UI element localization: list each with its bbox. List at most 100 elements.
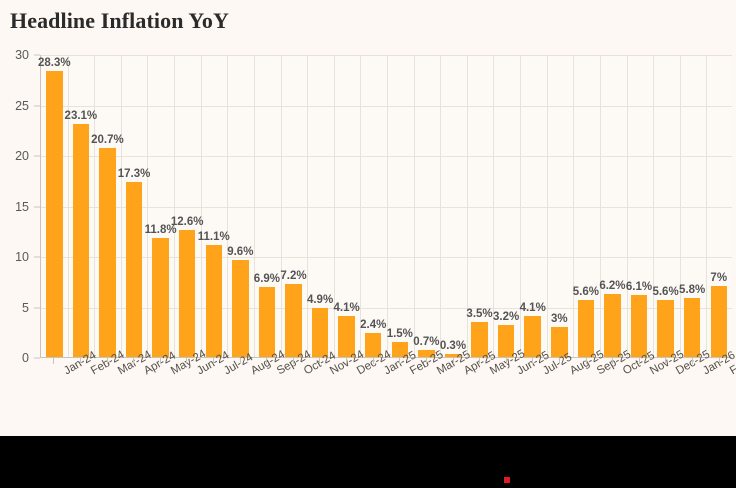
bar-cell[interactable]: 3.5% (466, 55, 493, 357)
x-axis-tick-mark (559, 358, 560, 364)
bar-cell[interactable]: 5.6% (573, 55, 600, 357)
x-axis-tick-label: Sep-24 (275, 348, 314, 378)
bar-value-label: 6.9% (253, 273, 281, 286)
x-axis-tick-label: Nov-25 (647, 348, 686, 378)
bar-cell[interactable]: 5.8% (679, 55, 706, 357)
bar-cell[interactable]: 17.3% (118, 55, 150, 357)
vertical-gridline (254, 55, 255, 357)
x-axis-tick-mark (160, 358, 161, 364)
bar-cell[interactable]: 4.1% (519, 55, 546, 357)
x-axis-tick-mark (213, 358, 214, 364)
bar[interactable] (524, 315, 541, 357)
bar[interactable] (99, 147, 116, 357)
x-axis-tick-mark (426, 358, 427, 364)
bar[interactable] (46, 71, 63, 357)
bar[interactable] (497, 324, 515, 357)
x-axis-tick-mark (107, 358, 108, 364)
x-axis-tick-label: Oct-24 (302, 350, 338, 378)
vertical-gridline (547, 55, 548, 357)
bar[interactable] (285, 284, 302, 357)
y-axis-tick-mark (34, 206, 40, 207)
bar-value-label: 3.2% (493, 310, 520, 323)
chart-plot-wrapper: 0 5 10 15 20 25 30 28.3% 23.1% 20.7% 17.3% 11.8% 12… (0, 48, 736, 377)
bottom-black-band (0, 436, 736, 488)
x-axis: Jan-24 Feb-24 Mar-24 Apr-24 May-24 Jun-24 Jul-… (40, 348, 736, 438)
bar-cell[interactable]: 0.7% (413, 55, 440, 357)
vertical-gridline (573, 55, 574, 357)
bar-cell[interactable]: 11.1% (198, 55, 230, 357)
bar[interactable] (205, 244, 222, 357)
bar[interactable] (418, 349, 435, 357)
x-axis-tick-mark (719, 358, 720, 364)
bar-value-label: 12.6% (170, 215, 204, 228)
vertical-gridline (227, 55, 228, 357)
x-axis-tick-label: Feb-24 (88, 348, 127, 378)
bar-value-label: 28.3% (37, 57, 71, 70)
y-axis-tick-label: 10 (15, 250, 29, 264)
bar-value-label: 1.5% (386, 327, 413, 340)
bar-cell[interactable]: 0.3% (440, 55, 467, 357)
bar[interactable] (232, 260, 249, 357)
bar-cell[interactable]: 20.7% (91, 55, 124, 357)
bar[interactable] (604, 294, 621, 357)
horizontal-gridline (41, 207, 732, 208)
bar-cell[interactable]: 9.6% (227, 55, 254, 357)
x-axis-tick-mark (453, 358, 454, 364)
bar-cell[interactable]: 11.8% (145, 55, 177, 357)
bar-cell[interactable]: 1.5% (387, 55, 414, 357)
bar[interactable] (471, 321, 488, 357)
vertical-gridline (706, 55, 707, 357)
bar[interactable] (338, 315, 355, 357)
bar[interactable] (391, 341, 409, 357)
bar-cell[interactable]: 3% (546, 55, 573, 357)
bar[interactable] (630, 295, 648, 357)
vertical-gridline (121, 55, 122, 357)
bar-cell[interactable]: 2.4% (360, 55, 387, 357)
bar-value-label: 4.1% (333, 301, 360, 314)
bar[interactable] (152, 237, 169, 357)
x-axis-tick-label: Jun-25 (515, 349, 551, 377)
bar[interactable] (657, 300, 674, 357)
x-axis-tick-mark (319, 358, 320, 364)
bar[interactable] (710, 286, 727, 357)
bar[interactable] (364, 332, 382, 357)
bar[interactable] (125, 182, 143, 357)
bar-cell[interactable]: 6.1% (626, 55, 653, 357)
bar-value-label: 9.6% (227, 246, 254, 259)
bar[interactable] (551, 326, 568, 357)
x-axis-tick-mark (293, 358, 294, 364)
y-axis-tick-label: 0 (22, 351, 29, 365)
x-axis-tick-label: Feb-26 (727, 348, 736, 378)
bar-value-label: 5.8% (679, 284, 706, 297)
bar[interactable] (72, 123, 90, 357)
bar[interactable] (258, 287, 276, 357)
bar[interactable] (178, 229, 196, 357)
y-axis-tick-label: 30 (15, 48, 29, 62)
bar-cell[interactable]: 5.6% (652, 55, 679, 357)
bar[interactable] (444, 353, 462, 357)
bar-cell[interactable]: 23.1% (65, 55, 97, 357)
x-axis-tick-mark (692, 358, 693, 364)
x-axis-tick-mark (240, 358, 241, 364)
bar[interactable] (311, 307, 329, 357)
x-axis-tick-mark (133, 358, 134, 364)
bar-cell[interactable]: 6.9% (254, 55, 281, 357)
bar-value-label: 4.1% (519, 301, 546, 314)
bar-cell[interactable]: 28.3% (37, 55, 71, 357)
vertical-gridline (600, 55, 601, 357)
y-axis-tick-mark (34, 54, 40, 56)
bar-cell[interactable]: 4.1% (333, 55, 360, 357)
bar-cell[interactable]: 4.9% (307, 55, 334, 357)
bar[interactable] (683, 298, 701, 357)
bar-cell[interactable]: 6.2% (599, 55, 626, 357)
bar-value-label: 6.1% (625, 281, 653, 294)
vertical-gridline (281, 55, 282, 357)
bar-cell[interactable]: 7% (705, 55, 732, 357)
y-axis-tick-mark (34, 256, 40, 258)
x-axis-tick-label: Jan-24 (62, 349, 99, 378)
bar-cell[interactable]: 3.2% (493, 55, 520, 357)
bar-cell[interactable]: 7.2% (280, 55, 307, 357)
bar[interactable] (577, 300, 595, 357)
bar-value-label: 20.7% (91, 133, 124, 146)
bar-cell[interactable]: 12.6% (170, 55, 204, 357)
